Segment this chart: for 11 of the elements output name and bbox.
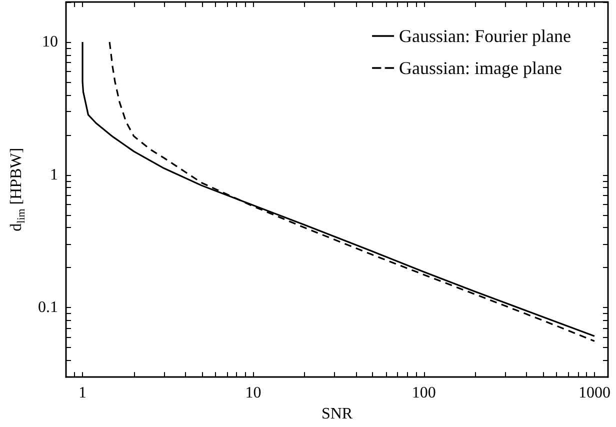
x-tick-label: 10 (245, 384, 262, 402)
legend-label: Gaussian: Fourier plane (399, 26, 572, 46)
x-axis-title: SNR (321, 406, 353, 422)
y-axis-title: dlim [HPBW] (8, 148, 28, 232)
y-tick-label: 10 (42, 33, 58, 50)
x-tick-label: 1000 (578, 384, 610, 402)
x-tick-label: 1 (78, 384, 87, 402)
y-tick-label: 1 (50, 166, 58, 184)
x-tick-label: 100 (412, 384, 436, 402)
y-tick-label: 0.1 (38, 299, 58, 316)
legend-label: Gaussian: image plane (399, 58, 562, 78)
